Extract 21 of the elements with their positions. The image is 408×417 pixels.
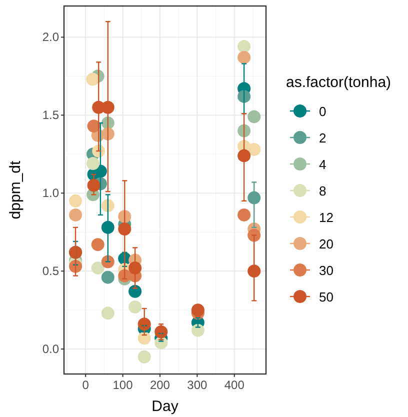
legend-label: 20 — [319, 236, 334, 252]
y-tick-label: 0.5 — [42, 264, 60, 278]
legend-label: 50 — [319, 290, 334, 304]
y-tick-label: 2.0 — [42, 30, 60, 44]
y-tick-label: 1.5 — [42, 108, 60, 122]
x-tick-label: 200 — [150, 378, 170, 392]
x-tick-label: 300 — [187, 378, 208, 392]
legend-label: 12 — [319, 210, 334, 225]
legend-label: 0 — [319, 104, 326, 119]
legend-label: 4 — [319, 157, 326, 172]
y-tick-label: 0.0 — [42, 342, 60, 356]
x-tick-label: 0 — [82, 378, 90, 392]
y-axis-title: dppm_dt — [7, 160, 24, 220]
x-axis-title: Day — [152, 398, 179, 415]
x-tick-label: 100 — [112, 378, 134, 392]
y-tick-label: 1.0 — [42, 186, 60, 200]
legend-label: 8 — [319, 184, 326, 198]
legend-label: 2 — [319, 130, 326, 146]
legend-title: as.factor(tonha) — [286, 74, 392, 91]
x-tick-label: 400 — [224, 378, 245, 392]
legend-label: 30 — [319, 263, 334, 278]
